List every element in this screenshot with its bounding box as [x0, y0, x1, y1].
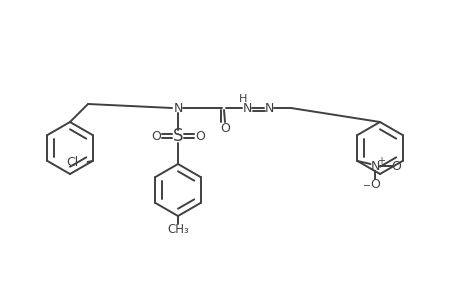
Text: O: O [151, 130, 161, 142]
Text: O: O [370, 178, 380, 190]
Text: S: S [173, 127, 183, 145]
Text: N: N [242, 101, 251, 115]
Text: N: N [173, 101, 182, 115]
Text: −: − [363, 181, 371, 191]
Text: H: H [238, 94, 246, 104]
Text: O: O [391, 160, 401, 172]
Text: N: N [264, 101, 273, 115]
Text: CH₃: CH₃ [167, 224, 189, 236]
Text: O: O [195, 130, 205, 142]
Text: N: N [370, 160, 379, 172]
Text: Cl: Cl [66, 157, 78, 169]
Text: O: O [219, 122, 230, 134]
Text: +: + [377, 156, 385, 166]
